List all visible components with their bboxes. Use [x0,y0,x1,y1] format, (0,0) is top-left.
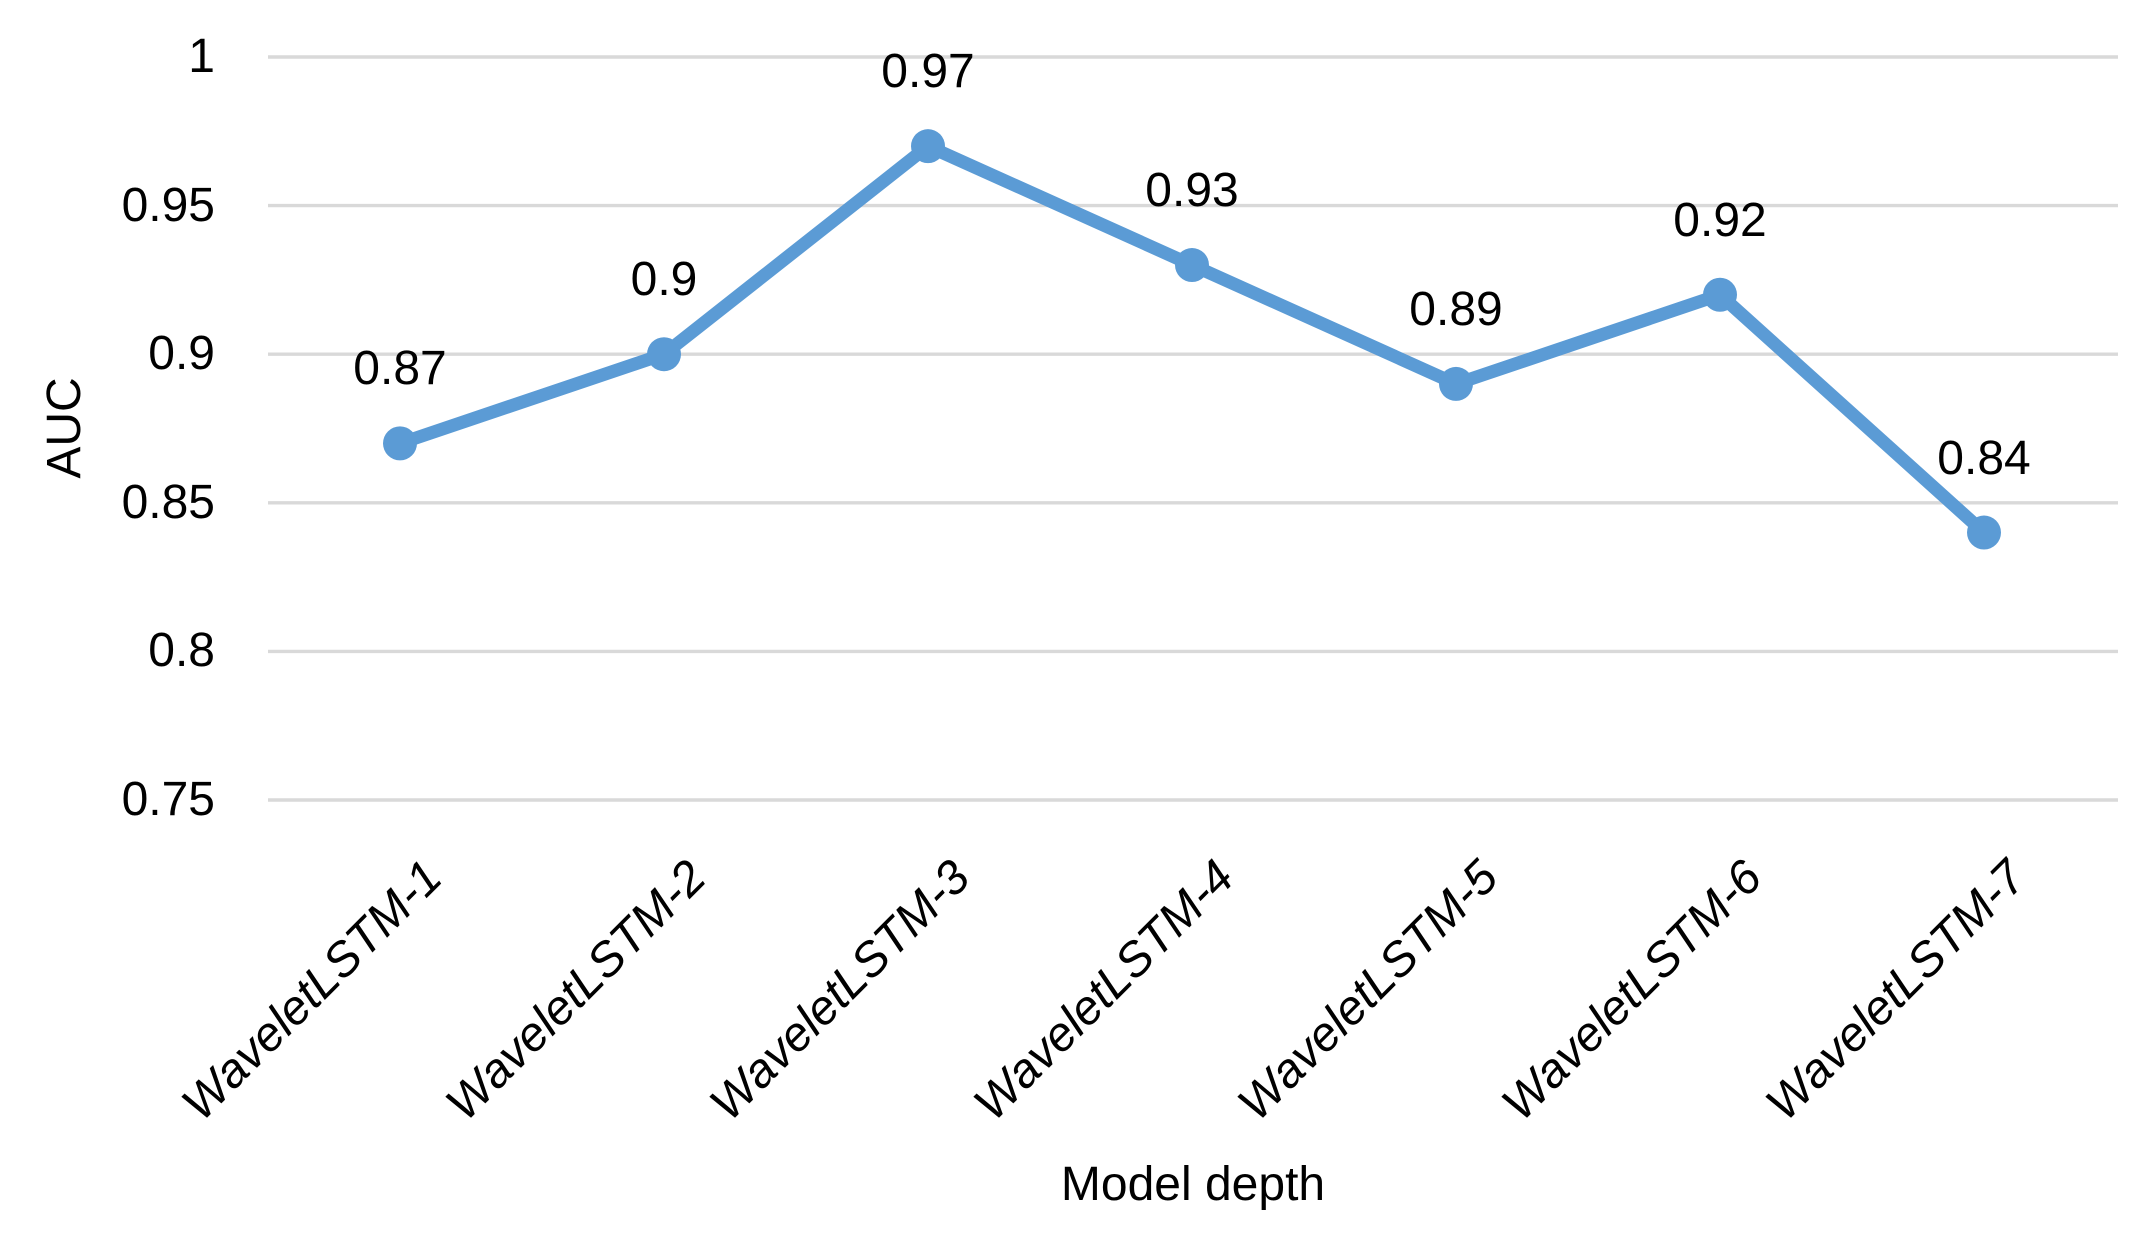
gridlines [268,55,2118,802]
y-tick-label-0.8: 0.8 [148,624,215,678]
y-tick-label-0.95: 0.95 [121,178,215,232]
data-label-WaveletLSTM-2: 0.9 [630,253,698,307]
data-label-WaveletLSTM-5: 0.89 [1409,282,1503,336]
y-axis-title: AUC [38,377,91,479]
data-label-WaveletLSTM-7: 0.84 [1937,431,2031,485]
data-label-WaveletLSTM-1: 0.87 [353,342,447,396]
y-tick-label-0.9: 0.9 [148,327,215,381]
data-point-marker-WaveletLSTM-3 [911,129,945,164]
x-axis-title: Model depth [1060,1158,1326,1211]
data-label-WaveletLSTM-4: 0.93 [1145,164,1239,218]
data-point-marker-WaveletLSTM-7 [1967,515,2001,550]
data-point-marker-WaveletLSTM-4 [1175,248,1209,283]
data-label-WaveletLSTM-6: 0.92 [1673,193,1767,247]
data-point-marker-WaveletLSTM-5 [1439,366,1473,401]
y-tick-label-0.75: 0.75 [121,773,215,826]
data-point-marker-WaveletLSTM-2 [647,337,681,372]
data-label-WaveletLSTM-3: 0.97 [881,45,975,99]
data-point-marker-WaveletLSTM-6 [1703,277,1737,312]
series-auc [383,129,2001,550]
data-point-marker-WaveletLSTM-1 [383,426,417,461]
y-tick-label-0.85: 0.85 [121,475,215,529]
y-tick-label-1: 1 [188,30,215,83]
